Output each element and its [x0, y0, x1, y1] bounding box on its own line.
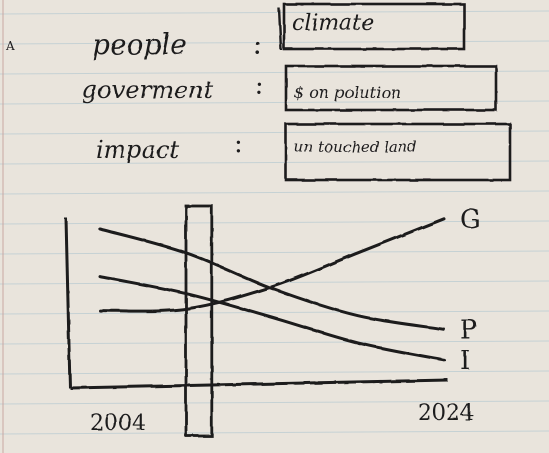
legend-value-impact: un touched land: [294, 138, 417, 156]
rule-line: [0, 70, 549, 75]
legend-label-people: people: [92, 28, 187, 61]
series-label-p: P: [460, 315, 478, 345]
series-label-i: I: [460, 346, 470, 376]
series-line-p: [98, 227, 446, 331]
colon: :: [253, 28, 262, 61]
rule-line: [0, 40, 549, 45]
rule-line: [0, 370, 549, 375]
legend-label-goverment: goverment: [82, 76, 213, 104]
series-line-g: [98, 217, 446, 313]
rule-line: [0, 280, 549, 285]
y-axis: [64, 217, 72, 389]
margin-mark: A: [5, 39, 15, 53]
colon: :: [255, 71, 264, 101]
rule-line: [0, 10, 549, 15]
series-layer: G PI: [98, 205, 481, 376]
highlight-band: [184, 204, 214, 438]
rule-line: [0, 220, 549, 225]
legend-label-impact: impact: [96, 136, 180, 164]
rule-line: [0, 160, 549, 165]
x-axis: [69, 378, 449, 390]
notebook-rules: [0, 10, 549, 435]
series-line-i: [98, 275, 446, 362]
legend-box-goverment: [284, 64, 498, 112]
rule-line: [0, 130, 549, 135]
legend-box-people: [282, 2, 466, 51]
rule-line: [0, 100, 549, 105]
rule-line: [0, 430, 549, 435]
chart: G PI 2004 2024: [64, 204, 481, 438]
x-tick-label-end: 2024: [418, 401, 474, 426]
rule-line: [0, 190, 549, 195]
legend-block: people : climate goverment : $ on poluti…: [82, 2, 512, 182]
series-label-g: G: [460, 205, 481, 235]
legend-value-people: climate: [292, 11, 374, 36]
rule-line: [0, 250, 549, 255]
rule-line: [0, 400, 549, 405]
legend-value-goverment: $ on polution: [294, 83, 401, 102]
colon: :: [234, 129, 243, 159]
rule-line: [0, 310, 549, 315]
box-bar: [277, 7, 283, 51]
legend-box-impact: [284, 122, 512, 182]
x-tick-label-start: 2004: [90, 411, 146, 436]
rule-line: [0, 340, 549, 345]
